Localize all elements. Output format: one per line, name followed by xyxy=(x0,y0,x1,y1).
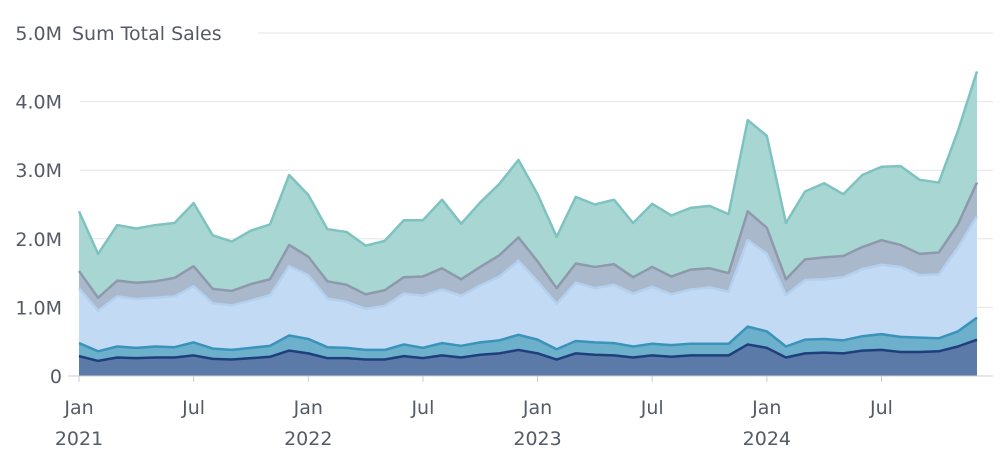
x-tick-label: Jul xyxy=(410,397,434,419)
series-area-1 xyxy=(79,339,977,376)
series-line-2 xyxy=(78,316,978,353)
y-tick-label: 3.0M xyxy=(15,160,62,182)
y-tick-label: 1.0M xyxy=(15,297,62,319)
series-line-1 xyxy=(78,338,978,363)
series-line-3 xyxy=(78,215,979,313)
x-tick-year-label: 2021 xyxy=(55,428,103,450)
y-tick-label: 2.0M xyxy=(15,229,62,251)
series-areas xyxy=(79,71,977,377)
x-tick-label: Jul xyxy=(181,397,205,419)
y-tick-label: 4.0M xyxy=(15,92,62,114)
x-tick-label: Jul xyxy=(869,397,893,419)
x-tick-year-label: 2023 xyxy=(513,428,561,450)
x-axis-tick-labels: Jan 2021 Jul Jan 2022 Jul Jan 2023 Jul Jan 2024 Jul xyxy=(55,376,893,450)
x-tick-label: Jul xyxy=(640,397,664,419)
x-tick-label: Jan xyxy=(751,397,781,419)
x-tick-label: Jan xyxy=(522,397,552,419)
y-tick-label: 0 xyxy=(50,366,62,388)
series-lines xyxy=(77,71,979,363)
chart-title: Sum Total Sales xyxy=(72,23,222,45)
series-line-5 xyxy=(77,71,979,256)
y-axis-tick-labels: 0 1.0M 2.0M 3.0M 4.0M 5.0M xyxy=(15,23,62,388)
x-tick-label: Jan xyxy=(63,397,93,419)
x-tick-label: Jan xyxy=(293,397,323,419)
y-tick-label: 5.0M xyxy=(15,23,62,45)
x-tick-year-label: 2022 xyxy=(284,428,332,450)
x-tick-year-label: 2024 xyxy=(743,428,791,450)
series-line-4 xyxy=(77,182,979,300)
